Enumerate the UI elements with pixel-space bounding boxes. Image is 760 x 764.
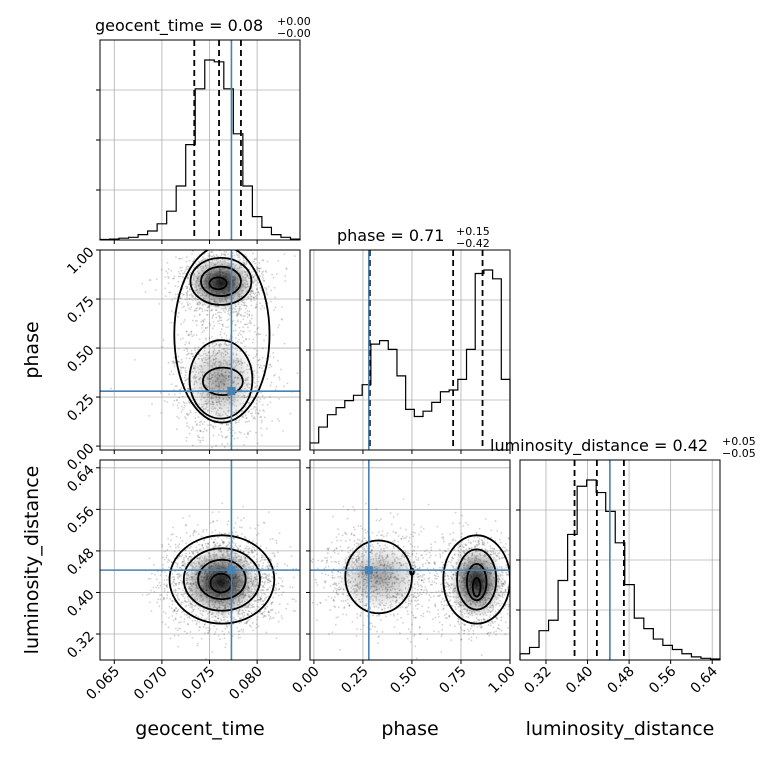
title-luminosity-distance: luminosity_distance = 0.42 +0.05 −0.05 (490, 435, 756, 460)
title-label: luminosity_distance = 0.42 (490, 436, 708, 456)
truth-marker (227, 566, 235, 574)
title-minus: −0.00 (277, 27, 311, 40)
truth-marker (365, 566, 373, 574)
scatter-phase-vs-geocent-time: 0.000.250.500.751.00 (64, 224, 304, 475)
x-tick-label: 0.48 (605, 664, 638, 697)
xlabel-phase: phase (381, 718, 438, 740)
title-phase: phase = 0.71 +0.15 −0.42 (337, 225, 490, 250)
title-minus: −0.05 (722, 447, 756, 460)
x-tick-label: 0.080 (226, 664, 266, 704)
histogram-step (520, 480, 720, 660)
ylabel-phase: phase (21, 321, 43, 378)
histogram-step (310, 270, 510, 450)
y-tick-label: 0.75 (64, 293, 97, 326)
title-minus: −0.42 (456, 237, 490, 250)
title-geocent-time: geocent_time = 0.08 +0.00 −0.00 (95, 15, 311, 40)
truth-marker (227, 387, 235, 395)
x-tick-label: 0.75 (436, 664, 469, 697)
x-tick-label: 1.00 (485, 664, 518, 697)
x-tick-label: 0.070 (131, 664, 171, 704)
x-tick-label: 0.065 (83, 664, 123, 704)
histogram-step (100, 60, 300, 240)
histogram-phase (306, 250, 510, 454)
y-tick-label: 1.00 (64, 244, 97, 277)
plot-area (100, 460, 309, 663)
x-tick-label: 0.40 (563, 664, 596, 697)
y-tick-label: 0.40 (64, 587, 97, 620)
xlabel-geocent-time: geocent_time (135, 718, 264, 740)
density-region (179, 330, 263, 434)
scatter-luminosity-distance-vs-phase: 0.00 0.25 0.50 0.75 1.00 (287, 460, 541, 697)
y-tick-label: 0.56 (64, 504, 97, 537)
y-tick-label: 0.48 (64, 545, 97, 578)
y-tick-label: 0.32 (64, 628, 97, 661)
x-tick-label: 0.50 (387, 664, 420, 697)
ylabel-luminosity-distance: luminosity_distance (21, 466, 43, 655)
y-tick-label: 0.50 (64, 342, 97, 375)
title-label: phase = 0.71 (337, 226, 444, 245)
plot-area (287, 460, 541, 660)
xlabel-luminosity-distance: luminosity_distance (526, 718, 715, 740)
title-label: geocent_time = 0.08 (95, 16, 263, 36)
x-tick-label: 0.56 (646, 663, 679, 696)
histogram-geocent-time (96, 40, 300, 244)
x-tick-label: 0.075 (179, 664, 219, 704)
y-tick-label: 0.25 (64, 391, 97, 424)
x-tick-label: 0.00 (289, 664, 322, 697)
density-region (327, 537, 431, 617)
plot-area (100, 224, 305, 475)
x-tick-label: 0.32 (521, 664, 554, 697)
x-tick-label: 0.64 (688, 663, 721, 696)
x-tick-label: 0.25 (338, 664, 371, 697)
